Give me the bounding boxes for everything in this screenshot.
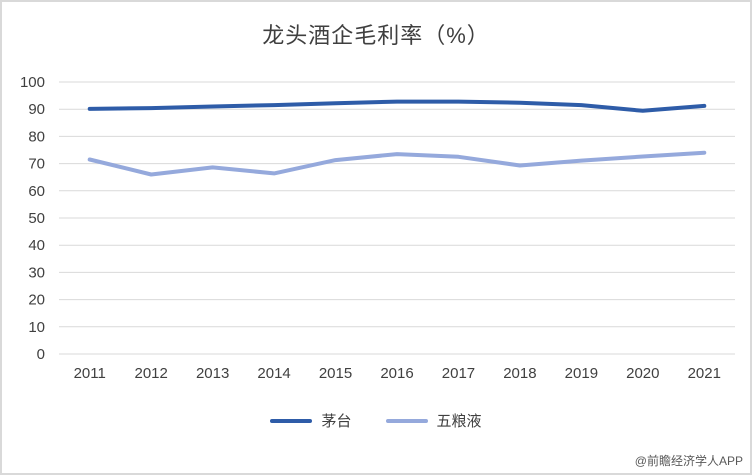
y-tick-label: 20 [28, 292, 45, 309]
legend-item-maotai: 茅台 [270, 410, 352, 431]
x-tick-label: 2018 [503, 365, 536, 382]
y-tick-label: 100 [20, 74, 45, 91]
x-tick-label: 2011 [74, 365, 106, 382]
chart-title: 龙头酒企毛利率（%） [262, 23, 490, 48]
x-tick-label: 2012 [134, 365, 167, 382]
x-tick-label: 2021 [688, 365, 721, 382]
legend-label-maotai: 茅台 [321, 413, 352, 430]
y-tick-label: 40 [28, 237, 45, 254]
y-tick-label: 70 [28, 156, 45, 173]
legend-line-marker-maotai [270, 418, 313, 423]
x-tick-label: 2016 [380, 365, 413, 382]
series-line-wuliangye [87, 150, 707, 177]
legend: 茅台 五粮液 [2, 410, 750, 431]
y-tick-label: 80 [28, 128, 45, 145]
y-tick-label: 50 [28, 210, 45, 227]
x-tick-label: 2013 [196, 365, 229, 382]
y-tick-label: 30 [28, 264, 45, 281]
x-tick-label: 2019 [565, 365, 598, 382]
watermark: @前瞻经济学人APP [634, 454, 743, 468]
y-tick-label: 10 [28, 319, 45, 336]
x-tick-label: 2017 [442, 365, 475, 382]
y-tick-label: 60 [28, 183, 45, 200]
legend-item-wuliangye: 五粮液 [385, 410, 482, 431]
y-tick-label: 90 [28, 101, 45, 118]
legend-line-marker-wuliangye [385, 418, 428, 423]
y-tick-label: 0 [37, 346, 45, 363]
x-tick-label: 2014 [257, 365, 290, 382]
series-line-maotai [87, 99, 707, 113]
legend-label-wuliangye: 五粮液 [436, 413, 482, 430]
x-tick-label: 2015 [319, 365, 352, 382]
x-tick-label: 2020 [626, 365, 659, 382]
